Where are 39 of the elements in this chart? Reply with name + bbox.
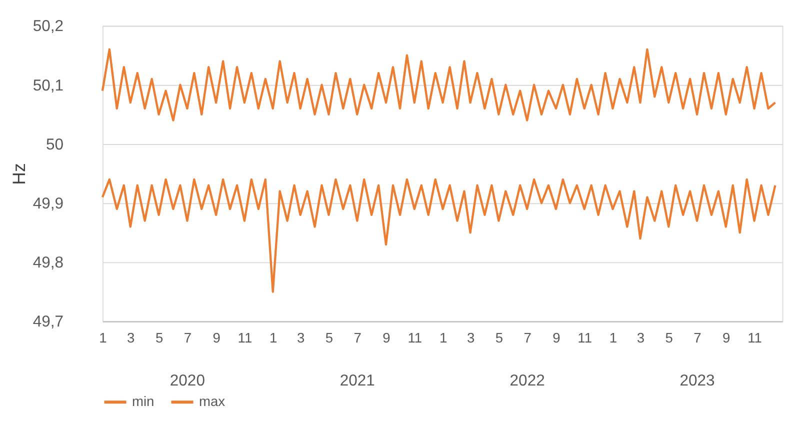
y-tick-label: 50 xyxy=(46,136,64,154)
x-tick-label: 11 xyxy=(748,330,762,346)
x-tick-label: 11 xyxy=(578,330,592,346)
y-tick-label: 50,1 xyxy=(32,77,64,94)
x-tick-label: 9 xyxy=(382,330,391,346)
x-tick-label: 1 xyxy=(99,330,107,346)
x-tick-label: 1 xyxy=(609,330,618,346)
x-tick-label: 3 xyxy=(466,330,475,346)
line-series xyxy=(101,48,776,122)
x-tick-label: 5 xyxy=(155,330,164,346)
x-tick-label: 7 xyxy=(354,330,362,346)
legend-label: max xyxy=(199,394,226,410)
x-tick-label: 3 xyxy=(127,330,136,346)
text: 2020 xyxy=(170,372,206,390)
x-tick-label: 9 xyxy=(722,330,731,346)
y-tick-label: 49,8 xyxy=(32,254,64,272)
x-tick-label: 5 xyxy=(325,330,334,346)
x-tick-label: 3 xyxy=(296,330,305,346)
y-tick-label: 49,7 xyxy=(32,314,64,331)
x-tick-label: 7 xyxy=(524,330,532,346)
legend-label: min xyxy=(132,394,154,410)
y-tick-label: 49,9 xyxy=(32,196,64,212)
x-tick-label: 9 xyxy=(552,330,561,346)
y-axis-title: Hz xyxy=(8,163,29,185)
x-tick-label: 11 xyxy=(238,330,252,346)
text: 2022 xyxy=(510,372,545,390)
x-tick-label: 7 xyxy=(694,330,702,346)
x-tick-label: 3 xyxy=(636,330,645,346)
x-tick-label: 11 xyxy=(408,330,422,346)
text: 2021 xyxy=(340,372,375,390)
x-tick-label: 7 xyxy=(184,330,192,346)
line-series xyxy=(101,178,776,293)
x-tick-label: 1 xyxy=(270,330,278,346)
x-tick-label: 5 xyxy=(665,330,674,346)
x-tick-label: 1 xyxy=(439,330,448,346)
x-tick-label: 5 xyxy=(495,330,504,346)
text: 2023 xyxy=(680,372,716,390)
y-tick-label: 50,2 xyxy=(32,18,64,36)
x-tick-label: 9 xyxy=(212,330,221,346)
